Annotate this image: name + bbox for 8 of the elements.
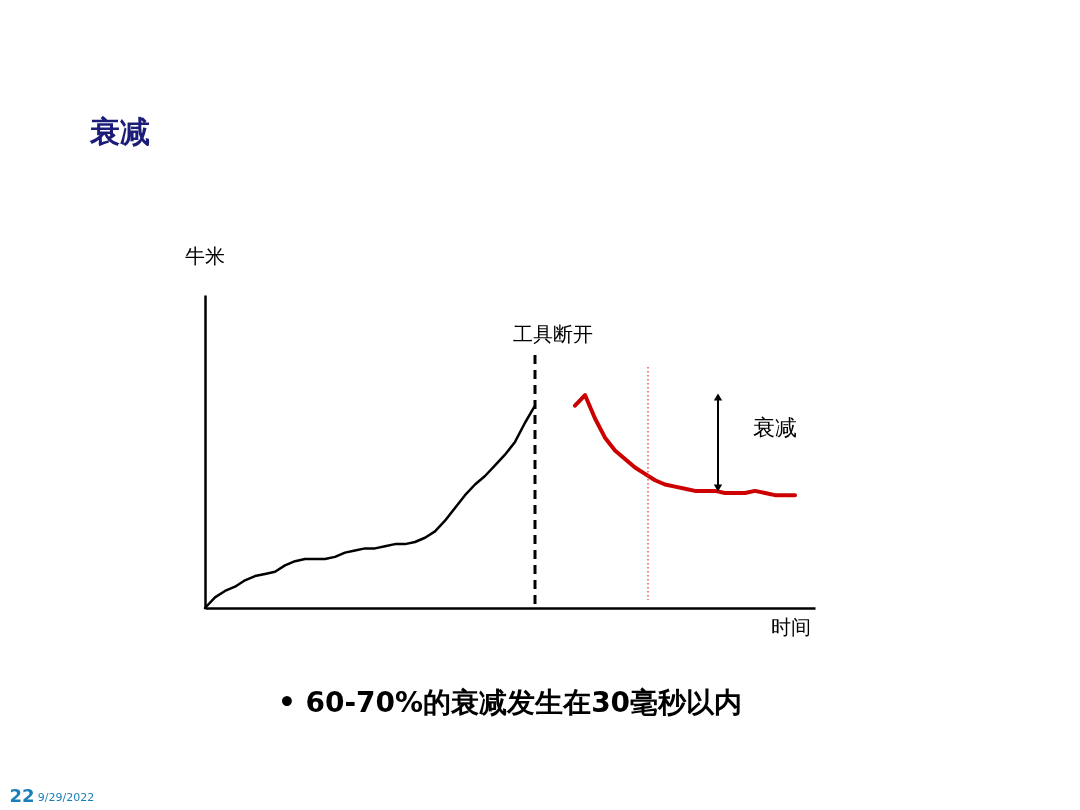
text: 9/29/2022 xyxy=(37,791,95,804)
chart-title: 衰减 xyxy=(89,114,150,149)
annotation: 衰减 xyxy=(753,415,797,440)
text: 工具断开 xyxy=(513,322,593,346)
x-axis-title: 时间 xyxy=(770,614,811,639)
text: 牛米 xyxy=(185,244,225,268)
text: • 60-70%的衰减发生在30毫秒以内 xyxy=(277,686,743,719)
text: 22 xyxy=(9,785,35,806)
